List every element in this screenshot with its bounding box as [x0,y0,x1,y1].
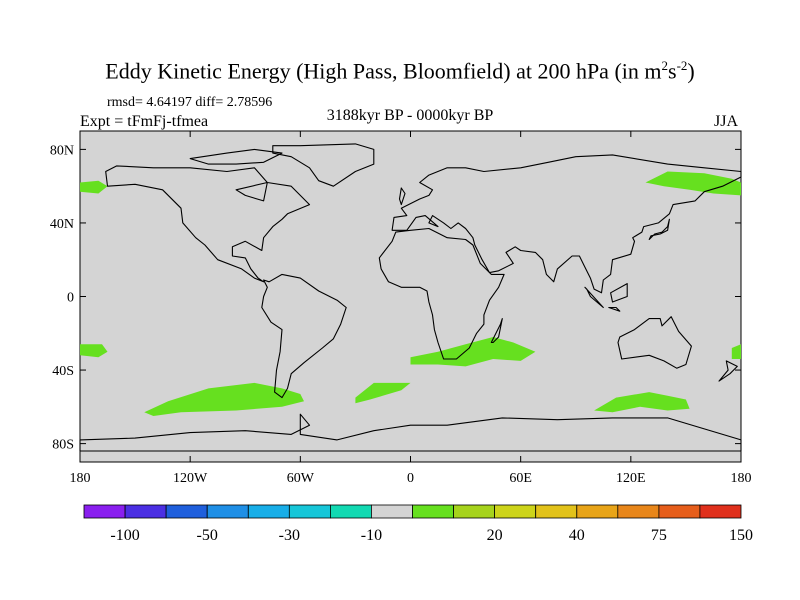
colorbar-label: 75 [651,527,667,544]
colorbar-swatch [658,504,701,519]
colorbar-swatch [494,504,537,519]
colorbar-label: 20 [487,527,503,544]
coastline [79,413,742,452]
colorbar-swatch [83,504,126,519]
lon-label: 180 [70,471,91,486]
anomaly-region [80,180,108,194]
lat-label: 80N [50,143,74,158]
coastline [584,286,604,309]
colorbar-swatch [165,504,208,519]
coastline [718,360,738,382]
colorbar-label: 40 [569,527,585,544]
colorbar-label: -10 [361,527,382,544]
coastline [617,316,692,369]
lon-label: 120W [173,471,208,486]
season-label: JJA [714,113,739,130]
coastline [261,273,347,399]
colorbar-swatch [453,504,496,519]
colorbar-swatch [617,504,660,519]
colorbar-swatch [576,504,619,519]
lon-label: 180 [731,471,752,486]
coastline [272,143,375,187]
lat-label: 40S [52,364,74,379]
coastline [608,306,621,312]
lon-label: 60W [287,471,315,486]
lat-label: 80S [52,438,74,453]
colorbar-label: 150 [729,527,753,544]
latitude-labels: 80N 40N 0 40S 80S [50,143,74,452]
axis-ticks [79,131,742,462]
colorbar-swatch [329,504,372,519]
colorbar-label: -50 [197,527,218,544]
lon-label: 120E [616,471,646,486]
colorbar-swatch [535,504,578,519]
coastline [648,218,670,241]
colorbar [83,504,742,519]
anomaly-region [144,382,304,416]
lat-label: 0 [67,291,74,306]
lon-label: 60E [509,471,532,486]
experiment-label: Expt = tFmFj-tfmea [80,113,209,130]
chart-title: Eddy Kinetic Energy (High Pass, Bloomfie… [105,58,695,84]
coastline [189,148,283,165]
stats-label: rmsd= 4.64197 diff= 2.78596 [107,95,273,110]
anomaly-region [410,337,536,367]
period-label: 3188kyr BP - 0000kyr BP [326,107,494,124]
coastline [378,227,505,360]
coastline [490,318,503,344]
anomaly-region [594,392,690,413]
anomaly-region [645,171,741,196]
colorbar-labels: -100 -50 -30 -10 20 40 75 150 [110,527,753,544]
anomaly-region [731,344,741,359]
coastline [398,187,406,206]
colorbar-swatch [370,504,413,519]
lat-label: 40N [50,217,74,232]
colorbar-label: -100 [110,527,139,544]
anomaly-region [80,344,108,358]
colorbar-label: -30 [279,527,300,544]
anomaly-region [355,382,411,404]
colorbar-swatch [288,504,331,519]
longitude-labels: 180 120W 60W 0 60E 120E 180 [70,471,752,486]
coastlines [79,143,742,452]
colorbar-swatch [206,504,249,519]
coastline [610,283,628,303]
colorbar-swatch [124,504,167,519]
colorbar-swatch [699,504,742,519]
coastline [105,165,311,283]
colorbar-swatch [412,504,454,519]
coastline [391,154,742,294]
colorbar-swatch [247,504,290,519]
anomaly-regions [80,171,741,416]
lon-label: 0 [407,471,414,486]
